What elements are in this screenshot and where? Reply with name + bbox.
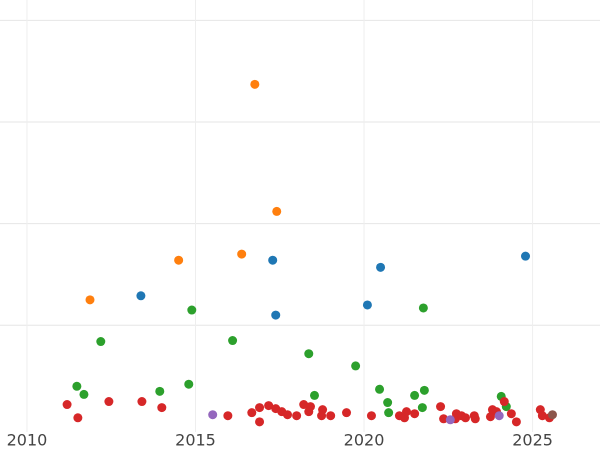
- point: [521, 251, 531, 261]
- point: [537, 411, 547, 421]
- point: [342, 408, 352, 418]
- point: [470, 414, 480, 424]
- point: [304, 407, 314, 417]
- point: [250, 79, 260, 89]
- point: [96, 337, 106, 347]
- point: [499, 397, 509, 407]
- point: [155, 386, 165, 396]
- x-tick-label: 2020: [344, 431, 385, 450]
- point: [410, 409, 420, 419]
- point: [73, 413, 83, 423]
- point: [247, 408, 257, 418]
- point: [366, 411, 376, 421]
- point: [104, 397, 114, 407]
- point: [79, 389, 89, 399]
- point: [228, 336, 238, 346]
- point: [72, 381, 82, 391]
- point: [304, 349, 314, 359]
- point: [494, 411, 504, 421]
- point: [309, 390, 319, 400]
- point: [375, 384, 385, 394]
- point: [436, 402, 446, 412]
- point: [292, 411, 302, 421]
- point: [264, 401, 274, 411]
- point: [461, 413, 471, 423]
- point: [511, 417, 521, 427]
- point: [268, 255, 278, 265]
- point: [208, 410, 218, 420]
- point: [326, 411, 336, 421]
- point: [439, 414, 449, 424]
- point: [410, 390, 420, 400]
- point: [223, 411, 233, 421]
- point: [419, 385, 429, 395]
- point: [271, 310, 281, 320]
- point: [255, 403, 265, 413]
- point: [418, 303, 428, 313]
- point: [283, 410, 293, 420]
- point: [506, 409, 516, 419]
- point: [362, 300, 372, 310]
- x-tick-label: 2025: [512, 431, 553, 450]
- point: [62, 400, 72, 410]
- point: [317, 411, 327, 421]
- point: [85, 295, 95, 305]
- point: [485, 412, 495, 422]
- point: [157, 403, 167, 413]
- point: [376, 262, 386, 272]
- point: [237, 249, 247, 259]
- point: [384, 408, 394, 418]
- point: [174, 255, 184, 265]
- point: [383, 398, 393, 408]
- point: [402, 407, 412, 417]
- point: [445, 415, 455, 425]
- point: [272, 206, 282, 216]
- x-tick-label: 2015: [175, 431, 216, 450]
- point: [255, 417, 265, 427]
- point: [184, 379, 194, 389]
- point: [137, 397, 147, 407]
- point: [417, 403, 427, 413]
- point: [351, 361, 361, 371]
- point: [187, 305, 197, 315]
- point: [136, 291, 146, 301]
- point: [547, 410, 557, 420]
- x-tick-label: 2010: [7, 431, 48, 450]
